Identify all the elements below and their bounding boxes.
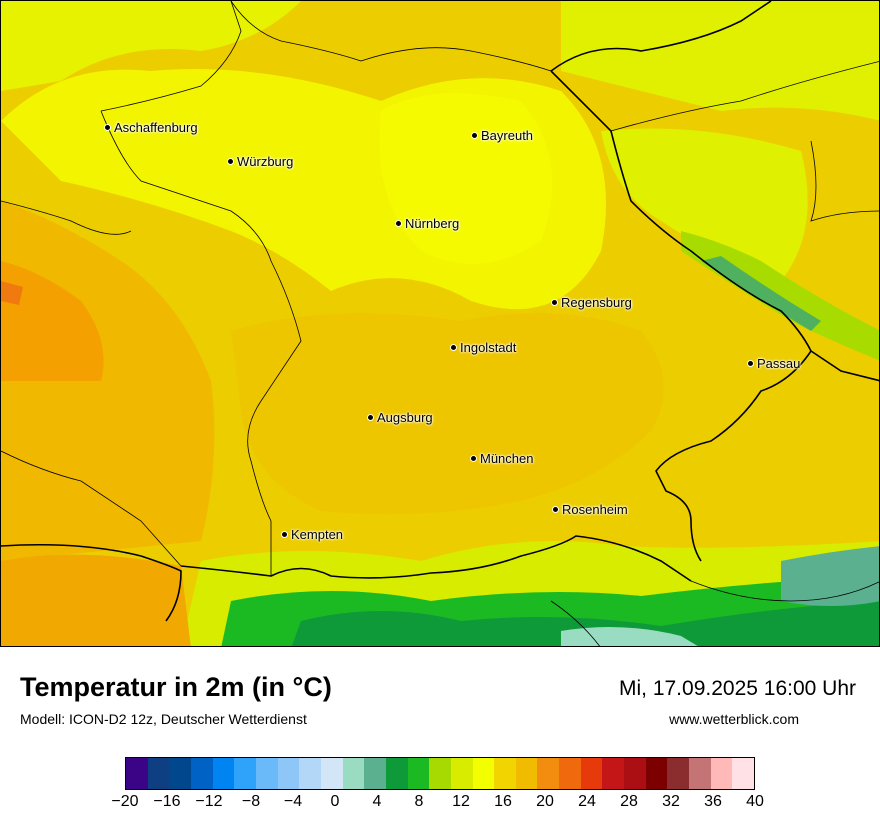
city-label-nuernberg: Nürnberg xyxy=(395,215,459,233)
color-legend-bar xyxy=(125,757,755,790)
legend-color-segment xyxy=(602,758,625,789)
legend-tick-label: −12 xyxy=(195,793,223,810)
forecast-datetime: Mi, 17.09.2025 16:00 Uhr xyxy=(619,677,856,700)
city-marker-icon xyxy=(551,299,558,307)
city-name: Ingolstadt xyxy=(460,340,517,355)
city-label-kempten: Kempten xyxy=(281,526,343,544)
legend-color-segment xyxy=(385,758,408,789)
legend-tick-label: −16 xyxy=(153,793,181,810)
city-name: Regensburg xyxy=(561,295,632,310)
legend-tick-label: 8 xyxy=(414,793,424,810)
city-name: Augsburg xyxy=(377,410,433,425)
legend-color-segment xyxy=(450,758,473,789)
legend-color-segment xyxy=(494,758,516,789)
city-label-augsburg: Augsburg xyxy=(367,409,433,427)
legend-color-segment xyxy=(559,758,581,789)
city-name: Kempten xyxy=(291,527,344,542)
legend-color-segment xyxy=(732,758,755,789)
city-label-passau: Passau xyxy=(747,355,800,373)
city-marker-icon xyxy=(747,360,754,368)
city-label-muenchen: München xyxy=(470,450,533,468)
city-label-bayreuth: Bayreuth xyxy=(471,127,533,145)
legend-color-segment xyxy=(515,758,538,789)
legend-color-segment xyxy=(645,758,668,789)
legend-tick-label: −20 xyxy=(111,793,139,810)
city-marker-icon xyxy=(367,414,374,422)
legend-tick-label: 12 xyxy=(452,793,470,810)
city-label-ingolstadt: Ingolstadt xyxy=(450,339,516,357)
legend-color-segment xyxy=(277,758,300,789)
city-name: Würzburg xyxy=(237,154,294,169)
legend-color-segment xyxy=(537,758,560,789)
legend-color-segment xyxy=(624,758,646,789)
city-label-wuerzburg: Würzburg xyxy=(227,153,293,171)
legend-tick-label: 4 xyxy=(372,793,382,810)
website-label: www.wetterblick.com xyxy=(669,711,799,727)
city-marker-icon xyxy=(227,158,234,166)
city-marker-icon xyxy=(470,455,477,463)
city-marker-icon xyxy=(552,506,559,514)
city-name: Bayreuth xyxy=(481,128,534,143)
legend-tick-label: 32 xyxy=(662,793,680,810)
legend-color-segment xyxy=(147,758,170,789)
city-label-rosenheim: Rosenheim xyxy=(552,501,628,519)
city-marker-icon xyxy=(450,344,457,352)
temperature-field xyxy=(1,1,879,646)
legend-tick-label: 0 xyxy=(330,793,340,810)
color-legend-ticks: −20 −16 −12 −8 −4 0 4 8 12 16 20 24 28 32 36 40 xyxy=(111,793,763,819)
legend-color-segment xyxy=(429,758,451,789)
city-marker-icon xyxy=(281,531,288,539)
legend-color-segment xyxy=(169,758,191,789)
map-title: Temperatur in 2m (in °C) xyxy=(20,672,332,702)
city-name: Passau xyxy=(757,356,801,371)
city-name: Rosenheim xyxy=(562,502,628,517)
legend-color-segment xyxy=(320,758,343,789)
legend-color-segment xyxy=(255,758,278,789)
model-info: Modell: ICON-D2 12z, Deutscher Wetterdie… xyxy=(20,711,307,727)
legend-color-segment xyxy=(342,758,365,789)
legend-tick-label: 24 xyxy=(578,793,596,810)
legend-tick-label: 36 xyxy=(704,793,722,810)
temperature-map: Aschaffenburg Würzburg Bayreuth Nürnberg… xyxy=(0,0,880,647)
city-name: Aschaffenburg xyxy=(114,120,198,135)
legend-color-segment xyxy=(472,758,495,789)
legend-tick-label: −8 xyxy=(241,793,261,810)
city-label-regensburg: Regensburg xyxy=(551,294,632,312)
legend-color-segment xyxy=(190,758,213,789)
city-marker-icon xyxy=(104,124,111,132)
city-marker-icon xyxy=(395,220,402,228)
legend-color-segment xyxy=(580,758,603,789)
legend-tick-label: 20 xyxy=(536,793,554,810)
legend-tick-label: 40 xyxy=(746,793,764,810)
city-label-aschaffenburg: Aschaffenburg xyxy=(104,119,198,137)
legend-color-segment xyxy=(689,758,711,789)
legend-color-segment xyxy=(299,758,321,789)
city-marker-icon xyxy=(471,132,478,140)
city-name: Nürnberg xyxy=(405,216,460,231)
legend-color-segment xyxy=(407,758,430,789)
legend-color-segment xyxy=(710,758,733,789)
legend-color-segment xyxy=(212,758,235,789)
legend-tick-label: 16 xyxy=(494,793,512,810)
legend-tick-label: −4 xyxy=(283,793,303,810)
legend-color-segment xyxy=(234,758,256,789)
legend-color-segment xyxy=(667,758,690,789)
legend-tick-label: 28 xyxy=(620,793,638,810)
legend-color-segment xyxy=(364,758,386,789)
legend-color-segment xyxy=(126,758,148,789)
city-name: München xyxy=(480,451,534,466)
